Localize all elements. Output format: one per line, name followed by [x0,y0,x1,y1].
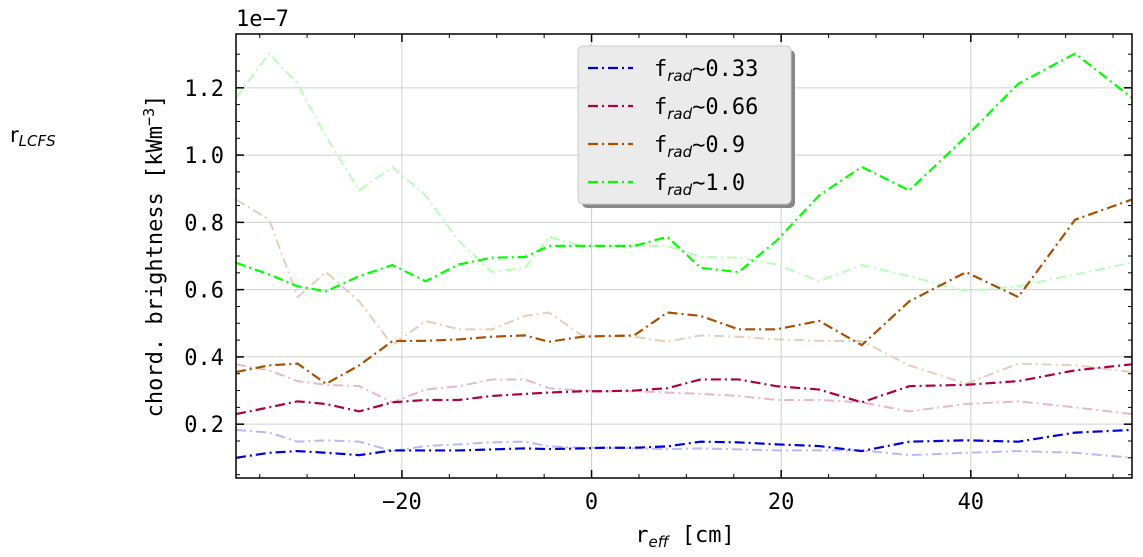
series-line [235,198,1133,386]
x-tick-label: 0 [585,490,598,515]
y-tick-label: 0.6 [184,279,224,304]
y-tick-label: 0.2 [184,413,224,438]
legend-box [577,45,792,205]
x-tick-label: −20 [382,490,422,515]
series-line [235,428,1133,459]
x-tick-label: 20 [768,490,795,515]
legend: frad∼0.33 frad∼0.66 frad∼0.9 frad∼1.0 [577,45,795,208]
series-lines [235,51,1133,459]
mirrored-series-line [235,51,1133,293]
x-axis-label: reff [cm] [635,523,735,551]
mirrored-series-line [235,198,1133,385]
y-tick-label: 1.2 [184,77,224,102]
plot-frame [235,33,1133,479]
legend-entry: frad∼0.33 [654,57,758,85]
tick-labels: −20 0 20 40 0.2 0.4 0.6 0.8 1.0 1.2 [184,77,984,515]
y-tick-label: 0.4 [184,346,224,371]
series-line [235,363,1133,416]
mirrored-series-line [235,428,1133,459]
legend-entry: frad∼0.9 [654,133,745,161]
offset-text: 1e−7 [236,7,289,32]
legend-entry: frad∼0.66 [654,95,758,123]
y-tick-label: 1.0 [184,144,224,169]
side-label: rLCFS [10,123,56,150]
mirrored-series-line [235,363,1133,416]
y-tick-label: 0.8 [184,211,224,236]
x-tick-label: 40 [958,490,985,515]
legend-entry: frad∼1.0 [654,171,745,199]
y-axis-label: chord. brightness [kWm−3] [140,95,168,418]
